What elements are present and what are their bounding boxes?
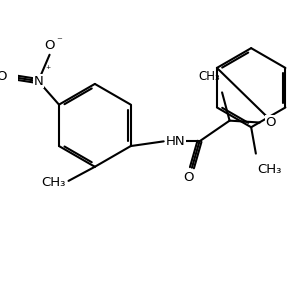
Text: O: O bbox=[44, 39, 55, 52]
Text: CH₃: CH₃ bbox=[258, 163, 282, 176]
Text: ⁺: ⁺ bbox=[45, 64, 50, 74]
Text: O: O bbox=[265, 116, 276, 129]
Text: O: O bbox=[0, 70, 7, 83]
Text: N: N bbox=[34, 75, 43, 88]
Text: CH₃: CH₃ bbox=[41, 176, 66, 189]
Text: O: O bbox=[183, 171, 193, 184]
Text: HN: HN bbox=[165, 135, 185, 148]
Text: ⁻: ⁻ bbox=[56, 36, 62, 46]
Text: CH₃: CH₃ bbox=[198, 70, 220, 83]
